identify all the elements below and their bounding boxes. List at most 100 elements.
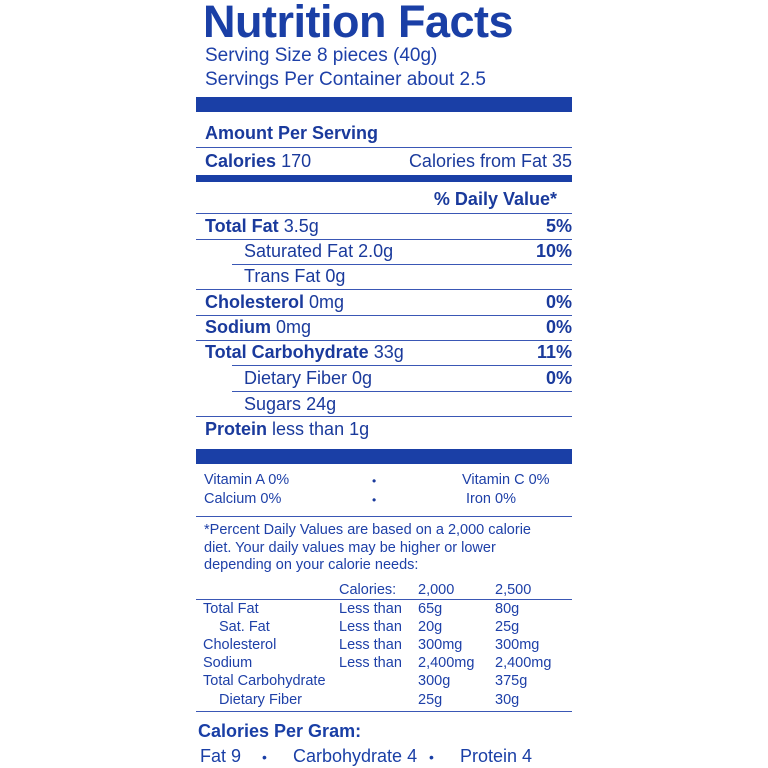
nutrient-row-protein: Protein less than 1g (205, 417, 572, 441)
nutrient-name: Sodium (205, 317, 271, 337)
dv-table-row-col1: 65g (418, 601, 443, 617)
calories-per-gram-title: Calories Per Gram: (198, 721, 362, 741)
servings-per-container: Servings Per Container about 2.5 (205, 69, 486, 90)
serving-size: Serving Size 8 pieces (40g) (205, 45, 438, 66)
nutrient-dv: 10% (535, 241, 572, 261)
cpg-fat: Fat 9 (200, 746, 242, 766)
nutrient-name: Total Fat (205, 216, 279, 236)
nutrient-name: Sugars (244, 394, 302, 414)
calories-from-fat: Calories from Fat 35 (408, 151, 572, 171)
divider (196, 239, 572, 240)
nutrient-name: Total Carbohydrate (205, 342, 369, 362)
dv-table-row-col2: 300mg (495, 637, 540, 653)
divider (196, 516, 572, 517)
nutrient-row-total-fat: Total Fat 3.5g 5% (205, 214, 572, 238)
iron: Iron 0% (466, 491, 516, 507)
dv-table-row-name: Total Carbohydrate (203, 673, 326, 689)
divider (196, 315, 572, 316)
bullet-separator: • (372, 493, 377, 507)
calories-label: Calories (205, 151, 277, 171)
divider (196, 147, 572, 148)
nutrient-dv: 11% (536, 342, 572, 362)
nutrient-amount: 33g (373, 342, 404, 362)
nutrient-amount: 0g (352, 368, 373, 388)
divider (232, 264, 572, 265)
dv-table-row-col2: 375g (495, 673, 528, 689)
dv-table-row-qual: Less than (339, 619, 402, 635)
divider (232, 365, 572, 366)
dv-table-row-name: Sat. Fat (219, 619, 270, 635)
nutrient-name: Cholesterol (205, 292, 305, 312)
dv-table-row-col2: 25g (495, 619, 520, 635)
nutrient-dv: 0% (545, 368, 572, 388)
medium-divider (196, 175, 572, 182)
dv-table-header-col1: 2,000 (418, 582, 455, 598)
dv-table-row-qual: Less than (339, 637, 402, 653)
dv-table-row-col1: 2,400mg (418, 655, 475, 671)
footnote-line: depending on your calorie needs: (204, 557, 419, 573)
divider (196, 340, 572, 341)
footnote-line: diet. Your daily values may be higher or… (204, 540, 496, 556)
nutrient-name: Trans Fat (244, 266, 321, 286)
dv-table-row-col1: 25g (418, 692, 443, 708)
nutrient-amount: 2.0g (358, 241, 394, 261)
calories-row: Calories 170 Calories from Fat 35 (205, 149, 572, 173)
nutrient-amount: 0mg (276, 317, 312, 337)
nutrient-dv: 5% (545, 216, 572, 236)
nutrient-row-sodium: Sodium 0mg 0% (205, 315, 572, 339)
vitamin-a: Vitamin A 0% (204, 472, 290, 488)
nutrient-amount: 3.5g (283, 216, 319, 236)
bullet-separator: • (372, 474, 377, 488)
nutrient-amount: 0mg (309, 292, 345, 312)
nutrient-name: Saturated Fat (244, 241, 354, 261)
nutrient-name: Protein (205, 419, 268, 439)
calories-value: 170 (281, 151, 312, 171)
dv-table-row-col1: 300g (418, 673, 451, 689)
dv-table-header-col2: 2,500 (495, 582, 532, 598)
daily-value-header-row: % Daily Value* (205, 187, 572, 211)
daily-value-header: % Daily Value* (433, 189, 557, 209)
nutrient-amount: less than 1g (272, 419, 370, 439)
nutrient-row-sugars: Sugars 24g (244, 392, 572, 416)
vitamin-c: Vitamin C 0% (462, 472, 550, 488)
dv-table-row-name: Total Fat (203, 601, 259, 617)
nutrient-row-cholesterol: Cholesterol 0mg 0% (205, 290, 572, 314)
cpg-carbohydrate: Carbohydrate 4 (293, 746, 418, 766)
thick-divider (196, 97, 572, 112)
nutrient-row-dietary-fiber: Dietary Fiber 0g 0% (244, 366, 572, 390)
divider (196, 711, 572, 712)
bullet-separator: • (262, 749, 267, 765)
nutrient-row-saturated-fat: Saturated Fat 2.0g 10% (244, 239, 572, 263)
amount-per-serving-text: Amount Per Serving (205, 123, 379, 143)
dv-table-row-name: Cholesterol (203, 637, 277, 653)
dv-table-row-col1: 300mg (418, 637, 463, 653)
nutrient-dv: 0% (545, 317, 572, 337)
dv-table-row-name: Sodium (203, 655, 253, 671)
footnote-line: *Percent Daily Values are based on a 2,0… (204, 522, 531, 538)
nutrient-row-total-carbohydrate: Total Carbohydrate 33g 11% (205, 340, 572, 364)
dv-table-row-qual: Less than (339, 601, 402, 617)
dv-table-row-name: Dietary Fiber (219, 692, 302, 708)
nutrient-name: Dietary Fiber (244, 368, 348, 388)
calcium: Calcium 0% (204, 491, 282, 507)
dv-table-row-col2: 2,400mg (495, 655, 552, 671)
amount-per-serving: Amount Per Serving (205, 121, 572, 145)
thick-divider (196, 449, 572, 464)
nutrient-dv: 0% (545, 292, 572, 312)
label-title: Nutrition Facts (203, 0, 514, 47)
divider (232, 391, 572, 392)
dv-table-row-col2: 30g (495, 692, 520, 708)
nutrient-row-trans-fat: Trans Fat 0g (244, 264, 572, 288)
dv-table-row-col1: 20g (418, 619, 443, 635)
dv-table-header-label: Calories: (339, 582, 397, 598)
cpg-protein: Protein 4 (460, 746, 533, 766)
dv-table-row-col2: 80g (495, 601, 520, 617)
bullet-separator: • (429, 749, 434, 765)
nutrient-amount: 24g (306, 394, 337, 414)
divider (196, 599, 572, 600)
dv-table-row-qual: Less than (339, 655, 402, 671)
divider (196, 289, 572, 290)
divider (196, 416, 572, 417)
divider (196, 213, 572, 214)
nutrient-amount: 0g (325, 266, 346, 286)
